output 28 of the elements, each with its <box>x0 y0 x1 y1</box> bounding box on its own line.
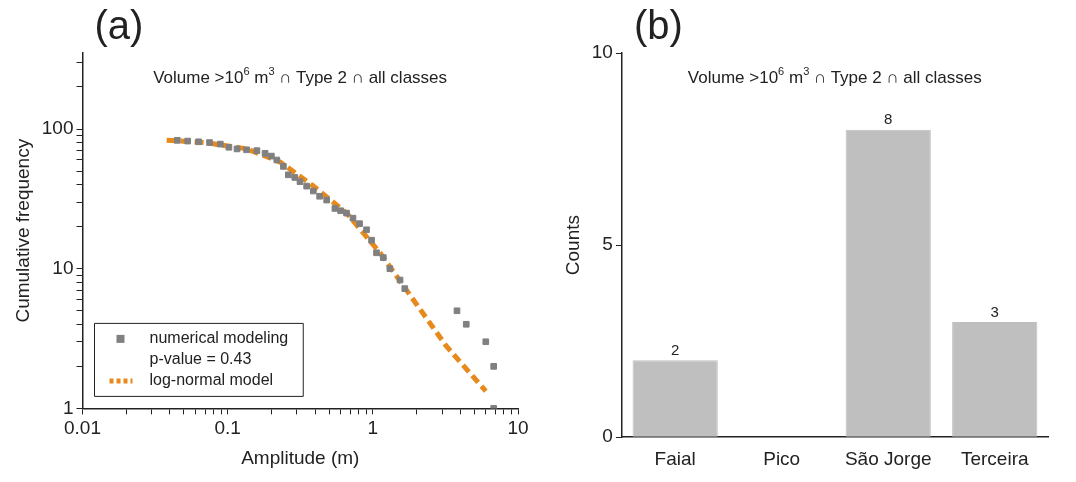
y-tick-label: 5 <box>602 233 613 255</box>
x-tick-label: 10 <box>507 417 529 439</box>
y-tick-label: 10 <box>52 256 74 278</box>
x-tick-label: Faial <box>654 447 696 469</box>
x-tick-label: Pico <box>763 447 801 469</box>
data-label: 2 <box>671 341 680 358</box>
legend-label: log-normal model <box>149 371 274 389</box>
y-axis-title: Cumulative frequency <box>11 138 33 323</box>
legend-label: numerical modeling <box>149 329 289 347</box>
y-axis-title: Counts <box>561 215 583 276</box>
x-tick-label: Terceira <box>960 447 1029 469</box>
y-tick-label: 1 <box>62 396 74 418</box>
data-label: 3 <box>990 302 999 320</box>
bar <box>632 360 718 437</box>
y-tick-label: 10 <box>591 41 613 63</box>
x-tick-label: São Jorge <box>844 447 932 469</box>
x-axis-title: Amplitude (m) <box>241 446 360 468</box>
data-label: 8 <box>884 110 893 128</box>
bar <box>845 129 931 437</box>
bar <box>952 321 1038 437</box>
x-tick-label: 0.01 <box>64 417 101 439</box>
chart-title: (b) <box>633 3 683 48</box>
annotation: p-value = 0.43 <box>149 350 252 368</box>
x-tick-label: 0.1 <box>214 417 241 439</box>
y-tick-label: 100 <box>41 117 74 139</box>
y-tick-label: 0 <box>602 425 613 447</box>
x-tick-label: 1 <box>367 417 379 439</box>
chart-title: (a) <box>94 3 144 48</box>
